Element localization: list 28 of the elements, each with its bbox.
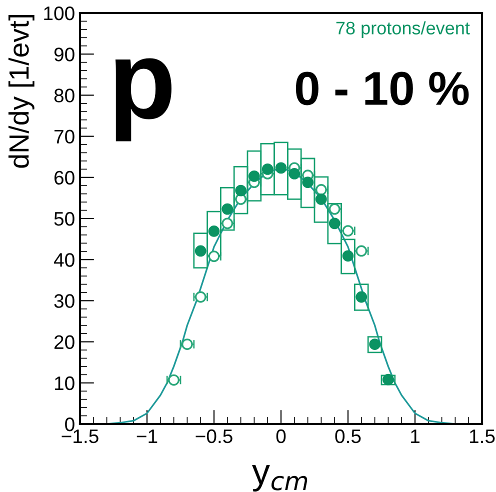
y-tick-label: 60	[54, 170, 74, 185]
y-tick-label: 50	[54, 212, 74, 226]
x-axis-title: y$_{cm}$	[252, 465, 308, 492]
point	[262, 163, 274, 175]
annotation: 78 protons/event	[336, 21, 470, 38]
y-tick-label: 20	[54, 335, 74, 350]
bar	[354, 284, 369, 311]
x-tick-label: −0.5	[196, 429, 232, 444]
y-axis-title: dN/dy [1/evt]	[8, 14, 34, 168]
y-tick-label: 10	[54, 376, 74, 390]
x-tick-label: 0	[276, 429, 286, 444]
x-tick-label: 1	[411, 430, 420, 443]
point	[235, 184, 246, 196]
y-tick-label: 100	[44, 6, 74, 20]
y-tick-label: 0	[65, 417, 74, 432]
annotation: 0 - 10 %	[296, 72, 469, 106]
y-tick-label: 80	[54, 88, 74, 102]
point	[275, 162, 287, 174]
y-tick-label: 30	[54, 294, 74, 308]
x-tick-label: −1.5	[62, 430, 98, 444]
bar	[367, 336, 382, 354]
y-tick-label: 90	[54, 48, 74, 62]
x-tick-label: −1	[136, 430, 158, 443]
annotation: p	[115, 58, 172, 142]
x-tick-label: 0.5	[335, 429, 361, 444]
x-tick-label: 1.5	[470, 430, 495, 444]
y-tick-label: 40	[54, 253, 74, 267]
y-tick-label: 70	[54, 130, 74, 144]
